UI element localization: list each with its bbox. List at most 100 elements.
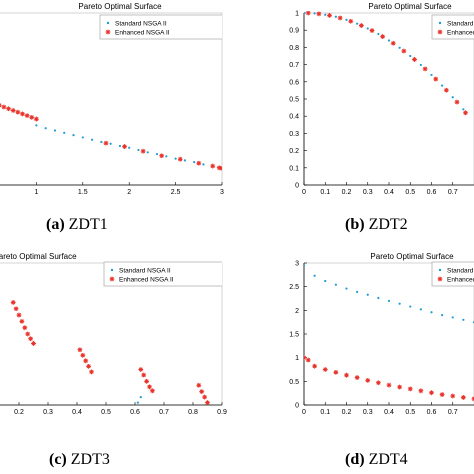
data-point-standard xyxy=(304,264,306,267)
legend-label-enhanced: Enhanced NSGA II xyxy=(115,30,170,37)
data-point-standard xyxy=(81,136,84,139)
data-point-standard xyxy=(35,124,38,127)
x-tick-label: 0.5 xyxy=(405,189,415,196)
x-tick-label: 2.5 xyxy=(171,189,181,196)
x-tick-label: 0.3 xyxy=(363,189,373,196)
caption-a-label: (a) xyxy=(46,216,65,233)
x-tick-label: 1.5 xyxy=(78,189,88,196)
chart-panel-2: Pareto Optimal Surface 0.2 0.3 0.4 0.5 0.6 0.7… xyxy=(0,252,227,416)
legend-label-standard: Standard NSGA II xyxy=(119,268,171,275)
data-point-enhanced xyxy=(312,363,318,369)
data-point-enhanced xyxy=(80,352,86,358)
x-tick-label: 0 xyxy=(302,409,306,416)
y-tick-label: 0 xyxy=(295,183,299,190)
legend-label-standard: Standard NSGA II xyxy=(115,21,167,28)
data-point-enhanced xyxy=(141,372,147,378)
series-marks xyxy=(304,264,474,402)
x-tick-label: 0.4 xyxy=(384,409,394,416)
x-tick-label: 0.6 xyxy=(427,409,437,416)
legend-label-standard: Standard NSGA II xyxy=(447,21,474,28)
x-tick-label: 0.8 xyxy=(188,409,198,416)
data-point-enhanced xyxy=(344,372,349,378)
data-point-enhanced xyxy=(28,336,33,342)
data-point-enhanced xyxy=(22,325,28,331)
data-point-enhanced xyxy=(138,367,144,372)
legend-label-enhanced: Enhanced NSGA II xyxy=(119,277,174,284)
legend-box xyxy=(99,14,222,40)
data-point-standard xyxy=(53,129,57,132)
data-point-standard xyxy=(398,46,401,49)
data-point-enhanced xyxy=(20,111,25,117)
data-point-standard xyxy=(90,138,94,141)
data-point-standard xyxy=(183,159,186,162)
caption-d-text: ZDT4 xyxy=(368,451,408,468)
data-point-standard xyxy=(109,142,112,145)
caption-a-text: ZDT1 xyxy=(68,216,108,233)
data-point-enhanced xyxy=(460,395,466,400)
data-point-standard xyxy=(441,313,444,317)
legend: Standard NSGA II Enhanced NSGA II xyxy=(103,261,222,287)
legend-label-enhanced: Enhanced NSGA II xyxy=(447,277,474,284)
caption-a: (a) ZDT1 xyxy=(46,216,108,234)
data-point-enhanced xyxy=(412,57,417,62)
y-tick-label: 0.3 xyxy=(289,131,299,138)
data-point-standard xyxy=(136,401,139,404)
x-tick-label: 0.3 xyxy=(43,409,53,416)
x-tick-label: 0.9 xyxy=(217,409,227,416)
data-point-enhanced xyxy=(450,393,456,399)
x-tick-label: 0.1 xyxy=(320,189,330,196)
legend-box xyxy=(103,261,222,287)
legend-box xyxy=(431,261,474,287)
y-tick-label: 0.1 xyxy=(289,165,299,172)
data-point-enhanced xyxy=(316,11,322,17)
y-tick-label: 0 xyxy=(295,403,299,410)
y-tick-label: 0.5 xyxy=(289,97,299,104)
data-point-standard xyxy=(137,148,140,152)
data-point-standard xyxy=(419,63,422,67)
legend: Standard NSGA II Enhanced NSGA II xyxy=(431,14,474,40)
legend-label-enhanced: Enhanced NSGA II xyxy=(447,30,474,37)
data-point-enhanced xyxy=(196,382,202,388)
chart-panel-0: Pareto Optimal Surface 1 1.5 2 2.5 3 Standard … xyxy=(0,2,224,196)
data-point-enhanced xyxy=(199,389,205,394)
data-point-enhanced xyxy=(210,163,216,169)
y-tick-label: 3 xyxy=(295,261,299,268)
legend-marker-enhanced xyxy=(437,29,443,35)
data-point-standard xyxy=(155,152,159,156)
data-point-enhanced xyxy=(463,110,468,116)
data-point-enhanced xyxy=(305,357,311,363)
x-tick-label: 3 xyxy=(220,189,224,196)
data-point-standard xyxy=(430,311,433,314)
data-point-standard xyxy=(430,73,433,77)
x-tick-label: 0.4 xyxy=(72,409,82,416)
caption-b: (b) ZDT2 xyxy=(345,216,408,234)
chart-title: Pareto Optimal Surface xyxy=(78,2,162,11)
data-point-standard xyxy=(324,279,327,283)
data-point-enhanced xyxy=(407,386,413,392)
y-tick-label: 0.9 xyxy=(289,28,299,35)
data-point-enhanced xyxy=(322,367,328,372)
data-point-standard xyxy=(118,144,122,148)
caption-d-label: (d) xyxy=(345,451,365,468)
data-point-enhanced xyxy=(122,144,127,149)
legend-marker-standard xyxy=(106,21,110,25)
data-point-enhanced xyxy=(454,99,460,105)
caption-c-text: ZDT3 xyxy=(70,451,110,468)
legend-marker-enhanced xyxy=(105,29,111,35)
data-point-standard xyxy=(63,131,66,134)
data-point-enhanced xyxy=(6,106,11,112)
caption-b-label: (b) xyxy=(345,216,365,233)
data-point-standard xyxy=(377,296,380,300)
data-point-standard xyxy=(146,151,149,154)
legend-marker-standard xyxy=(438,21,442,25)
data-point-standard xyxy=(451,96,454,99)
data-point-enhanced xyxy=(365,377,371,383)
data-point-standard xyxy=(128,146,131,149)
data-point-enhanced xyxy=(86,363,91,369)
data-point-enhanced xyxy=(19,318,25,324)
chart-title: Pareto Optimal Surface xyxy=(370,252,454,261)
data-point-standard xyxy=(451,316,454,319)
data-point-enhanced xyxy=(305,11,311,16)
data-point-standard xyxy=(356,290,359,293)
data-point-standard xyxy=(409,54,412,58)
